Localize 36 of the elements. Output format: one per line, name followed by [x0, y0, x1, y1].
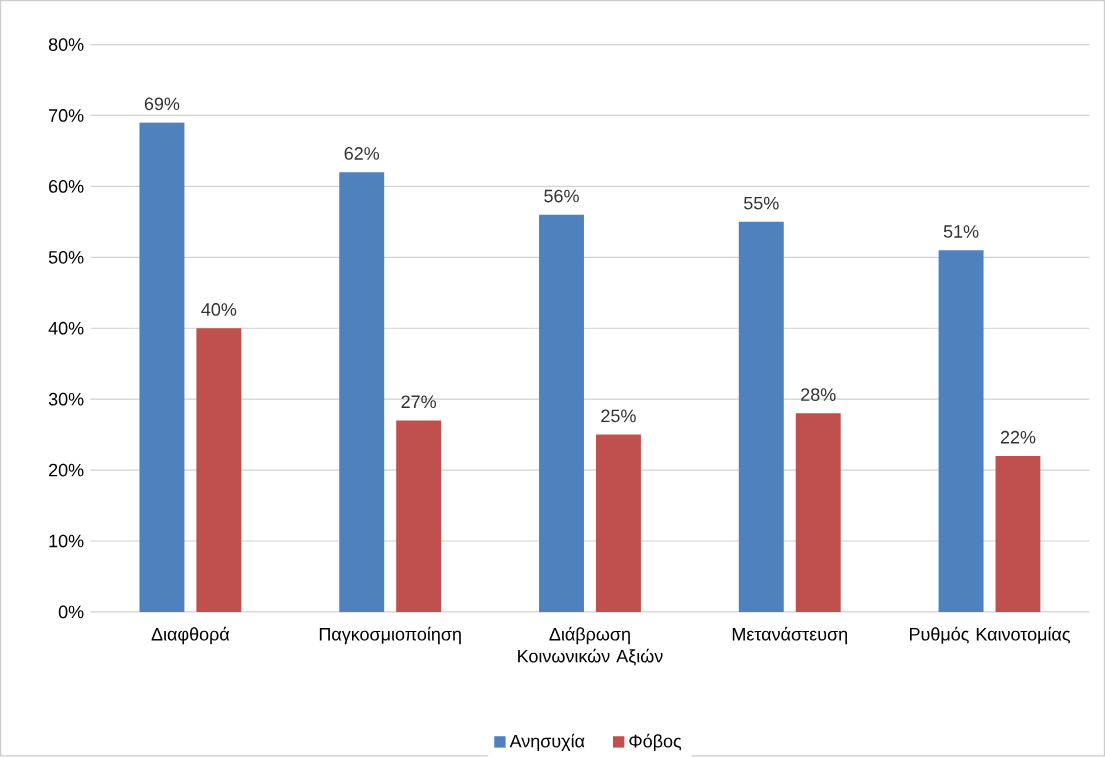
y-tick-label: 50%: [48, 250, 84, 264]
x-tick-label: Διάβρωση Κοινωνικών Αξιών: [518, 626, 663, 666]
y-tick-label: 20%: [49, 463, 84, 477]
bar: [795, 413, 841, 612]
bar: [938, 250, 984, 612]
y-tick-label: 10%: [49, 534, 84, 548]
y-tick-label: 30%: [48, 392, 84, 406]
bar: [995, 455, 1041, 612]
data-label: 55%: [744, 196, 779, 210]
legend-label: Ανησυχία: [509, 733, 585, 752]
y-tick-label: 70%: [49, 109, 84, 122]
bar: [595, 434, 641, 612]
data-label: 25%: [601, 409, 636, 423]
data-label: 69%: [144, 97, 180, 111]
data-label: 28%: [801, 388, 836, 401]
data-label: 22%: [1000, 430, 1036, 444]
legend-label: Φόβος: [629, 733, 682, 752]
x-tick-label: Διαφθορά: [151, 626, 230, 645]
y-tick-label: 80%: [48, 38, 84, 51]
data-label: 27%: [401, 395, 437, 409]
bar: [539, 214, 584, 612]
bar: [196, 328, 242, 612]
x-tick-label: Ρυθμός Καινοτομίας: [910, 626, 1070, 644]
y-tick-label: 60%: [49, 180, 84, 193]
bar: [139, 122, 185, 612]
data-label: 51%: [943, 225, 979, 238]
bar: [339, 172, 385, 612]
x-tick-label: Παγκοσμιοποίηση: [319, 626, 461, 645]
bar: [738, 221, 784, 612]
bar: [396, 420, 442, 612]
y-tick-label: 0%: [58, 605, 84, 619]
data-label: 62%: [344, 147, 380, 160]
x-tick-label: Μετανάστευση: [732, 626, 847, 645]
y-tick-label: 40%: [48, 321, 84, 335]
data-label: 56%: [544, 189, 579, 203]
data-label: 40%: [201, 303, 237, 316]
